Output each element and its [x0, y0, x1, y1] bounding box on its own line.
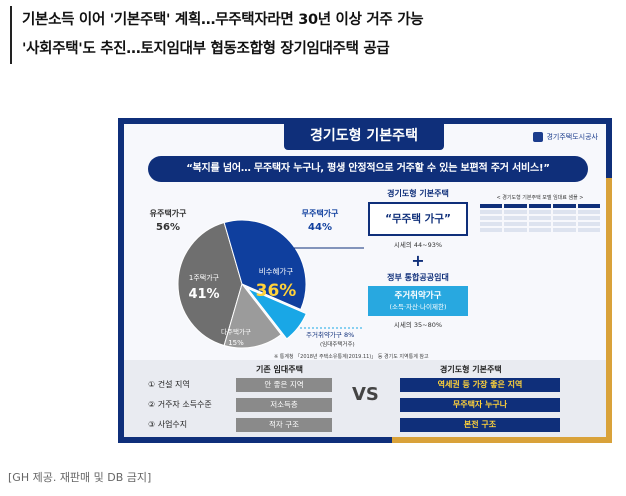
gold-accent-edge — [606, 178, 612, 443]
gg-basic-housing-heading: 경기도형 기본주택 — [440, 365, 502, 374]
slice-label: 1주택가구 — [189, 273, 220, 282]
slogan-banner: “복지를 넘어… 무주택자 누구나, 평생 안정적으로 거주할 수 있는 보편적… — [148, 156, 588, 182]
slice-label: 다주택가구 — [221, 327, 251, 336]
infographic-poster: 경기도형 기본주택 경기주택도시공사 “복지를 넘어… 무주택자 누구나, 평생… — [118, 118, 612, 443]
table-row — [480, 210, 601, 214]
table-row — [480, 216, 601, 220]
logo-mark-icon — [533, 132, 544, 142]
model-panel: 경기도형 기본주택 “무주택 가구” 시세의 44~93% + 정부 통합공공임… — [368, 188, 468, 329]
news-headline: 기본소득 이어 '기본주택' 계획…무주택자라면 30년 이상 거주 가능 '사… — [10, 6, 616, 64]
gold-accent-bottom — [392, 437, 612, 443]
criteria-income-level: ② 거주자 소득수준 — [148, 400, 212, 409]
public-rental-box: 주거취약가구 (소득·자산·나이제한) — [368, 286, 468, 316]
rent-sample-table: < 경기도형 기본주택 모델 임대료 샘플 > — [480, 194, 601, 234]
slice-note: (임대주택거주) — [320, 340, 355, 348]
comparison-section: 기존 임대주택 경기도형 기본주택 VS ① 건설 지역 안 좋은 지역 역세권… — [124, 360, 606, 437]
logo-text: 경기주택도시공사 — [546, 133, 598, 141]
public-rental-target: 주거취약가구 — [394, 291, 442, 301]
old-income-level: 저소득층 — [236, 398, 332, 412]
poster-title: 경기도형 기본주택 — [284, 124, 444, 150]
new-business-balance: 본전 구조 — [400, 418, 560, 432]
group-label: 유주택가구 — [150, 208, 187, 218]
model-rent-range: 시세의 44~93% — [393, 241, 443, 249]
headline-line-1: 기본소득 이어 '기본주택' 계획…무주택자라면 30년 이상 거주 가능 — [22, 12, 424, 28]
rent-sample-title: < 경기도형 기본주택 모델 임대료 샘플 > — [496, 195, 584, 201]
slice-value: 15% — [228, 339, 244, 347]
pie-slice — [223, 219, 307, 311]
headline-line-2: '사회주택'도 추진…토지임대부 협동조합형 장기임대주택 공급 — [22, 41, 390, 57]
photo-credit: [GH 제공. 재판매 및 DB 금지] — [8, 471, 152, 484]
table-row — [480, 222, 601, 226]
pie-slice — [223, 282, 282, 349]
slice-label: 주거취약가구 8% — [306, 330, 354, 339]
slice-value: 41% — [188, 287, 219, 302]
table-row — [480, 204, 601, 208]
criteria-construction-area: ① 건설 지역 — [148, 380, 190, 389]
public-rental-title: 정부 통합공공임대 — [387, 273, 449, 282]
existing-rental-heading: 기존 임대주택 — [256, 365, 303, 374]
slice-value: 36% — [256, 281, 297, 301]
new-income-level: 무주택자 누구나 — [400, 398, 560, 412]
public-rental-rent-range: 시세의 35~80% — [393, 321, 443, 329]
vs-label: VS — [352, 384, 379, 405]
model-target-box: “무주택 가구” — [368, 202, 468, 236]
old-business-balance: 적자 구조 — [236, 418, 332, 432]
new-construction-area: 역세권 등 가장 좋은 지역 — [400, 378, 560, 392]
pie-slice — [177, 221, 243, 347]
public-rental-condition: (소득·자산·나이제한) — [389, 303, 447, 311]
group-value: 56% — [156, 222, 180, 233]
household-pie-chart: 1주택가구 41% 비수혜가구 36% 다주택가구 15% 주거취약가구 8%(임대주택거주… — [150, 208, 364, 349]
group-value: 44% — [308, 222, 332, 233]
group-label: 무주택가구 — [302, 208, 339, 218]
slice-label: 비수혜가구 — [259, 267, 294, 276]
table-row — [480, 228, 601, 232]
statistics-source-note: ※ 통계청 「2018년 주택소유통계(2019.11)」 등 경기도 지역통계… — [274, 354, 429, 360]
gh-logo: 경기주택도시공사 — [533, 132, 598, 142]
old-construction-area: 안 좋은 지역 — [236, 378, 332, 392]
pie-slice — [247, 287, 307, 340]
criteria-business-balance: ③ 사업수지 — [148, 420, 188, 429]
model-box-title: 경기도형 기본주택 — [387, 189, 449, 198]
plus-icon: + — [411, 251, 425, 270]
poster-body: 경기도형 기본주택 경기주택도시공사 “복지를 넘어… 무주택자 누구나, 평생… — [124, 124, 606, 437]
